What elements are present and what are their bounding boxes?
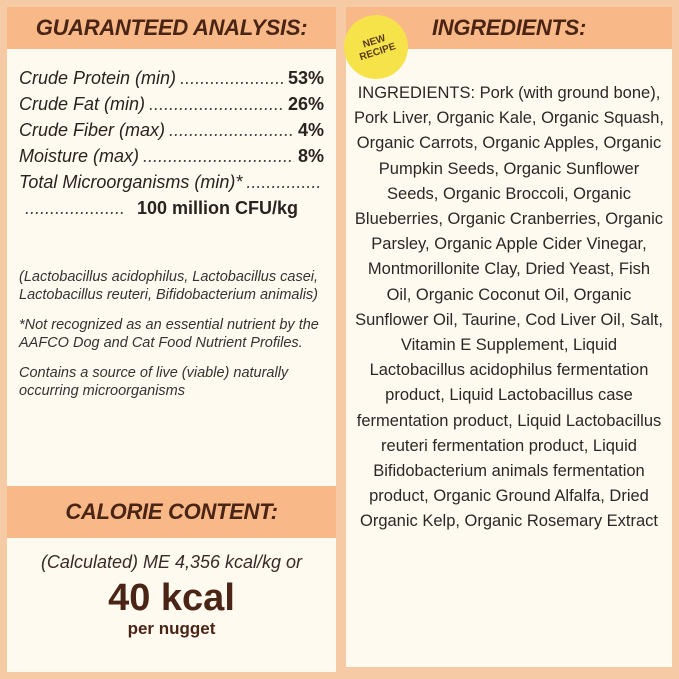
analysis-row: Total Microorganisms (min)*.............… xyxy=(19,172,320,192)
analysis-row: ..............................100 millio… xyxy=(25,198,299,218)
analysis-row: Crude Fat (min).........................… xyxy=(19,94,324,114)
analysis-notes: (Lactobacillus acidophilus, Lactobacillu… xyxy=(19,268,329,412)
guaranteed-analysis-title: GUARANTEED ANALYSIS: xyxy=(7,7,336,49)
calorie-me: (Calculated) ME 4,356 kcal/kg or xyxy=(40,552,303,572)
note: (Lactobacillus acidophilus, Lactobacillu… xyxy=(19,269,319,303)
ingredients-panel xyxy=(346,7,672,667)
calorie-content-title: CALORIE CONTENT: xyxy=(7,486,336,538)
analysis-row: Crude Fiber (max).......................… xyxy=(19,120,324,140)
row-value: 8% xyxy=(297,146,324,166)
analysis-row: Crude Protein (min).....................… xyxy=(19,68,324,88)
calorie-content: (Calculated) ME 4,356 kcal/kg or 40 kcal… xyxy=(7,552,336,639)
ingredients-text: INGREDIENTS: Pork (with ground bone), Po… xyxy=(354,84,664,531)
row-label: Crude Fat (min) xyxy=(19,94,146,114)
row-label: Crude Fiber (max) xyxy=(19,120,166,140)
row-label: Moisture (max) xyxy=(19,146,140,166)
row-value: 4% xyxy=(297,120,324,140)
row-value: 26% xyxy=(287,94,324,114)
analysis-row: Moisture (max)..........................… xyxy=(19,146,324,166)
note: Contains a source of live (viable) natur… xyxy=(19,365,289,399)
calorie-per: per nugget xyxy=(127,619,216,638)
analysis-table: Crude Protein (min).....................… xyxy=(19,68,324,224)
row-label: Total Microorganisms (min)* xyxy=(19,172,243,192)
note: *Not recognized as an essential nutrient… xyxy=(19,317,319,351)
calorie-kcal: 40 kcal xyxy=(108,577,235,619)
row-label: Crude Protein (min) xyxy=(19,68,177,88)
guaranteed-analysis-panel xyxy=(7,7,336,672)
row-value: 100 million CFU/kg xyxy=(137,198,299,218)
row-value: 53% xyxy=(287,68,324,88)
